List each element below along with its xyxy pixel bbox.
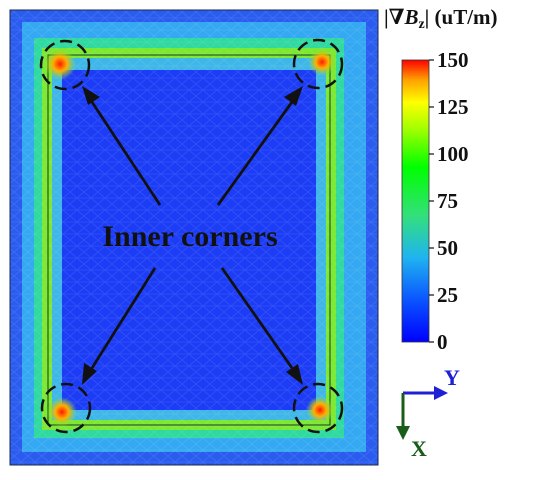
colorbar-gradient: [401, 59, 430, 343]
colorbar-tick-label-100: 100: [437, 142, 469, 166]
arrow-bottom-right-head: [286, 364, 303, 385]
arrow-top-left-head: [82, 86, 100, 105]
colorbar-tick-label-125: 125: [437, 95, 469, 119]
annotation-label: Inner corners: [102, 220, 277, 253]
corner-markers: [39, 38, 344, 434]
corner-circle-top-left: [39, 39, 91, 91]
corner-circle-bottom-left: [40, 382, 92, 434]
colorbar-tick-label-0: 0: [437, 330, 448, 354]
field-inner-frame: [47, 54, 331, 426]
arrow-top-right-shaft: [216, 101, 294, 206]
arrow-top-left-shaft: [90, 101, 162, 206]
colorbar-tick-label-25: 25: [437, 283, 458, 307]
corner-circle-top-right: [292, 38, 344, 90]
annotation-arrows: [82, 86, 303, 385]
y-axis-label: Y: [444, 365, 460, 390]
field-mesh-texture: [10, 10, 378, 465]
colorbar-tick-label-50: 50: [437, 236, 458, 260]
colorbar-tick-label-75: 75: [437, 189, 458, 213]
colorbar-tick-label-150: 150: [437, 48, 469, 72]
colorbar-ticks: [429, 59, 434, 343]
axis-triad: Y X: [396, 365, 460, 461]
hotspot-bottom-left: [47, 397, 77, 427]
x-axis-arrow-head: [396, 426, 410, 440]
hotspot-top-left: [44, 48, 76, 80]
hotspot-top-right: [308, 48, 336, 76]
field-map: [9, 9, 379, 466]
arrow-bottom-left-head: [82, 363, 97, 385]
arrow-top-right-head: [284, 86, 303, 106]
y-axis-arrow-head: [434, 386, 448, 400]
arrow-bottom-left-shaft: [90, 267, 157, 369]
colorbar: |∇Bz| (uT/m) 150 125 100 75 50 25 0: [384, 5, 498, 354]
hotspot-bottom-right: [306, 396, 334, 424]
corner-circle-bottom-right: [292, 382, 344, 434]
x-axis-label: X: [411, 436, 427, 461]
field-outer-frame: [9, 9, 379, 466]
colorbar-title: |∇Bz| (uT/m): [384, 5, 498, 32]
arrow-bottom-right-shaft: [220, 267, 294, 369]
